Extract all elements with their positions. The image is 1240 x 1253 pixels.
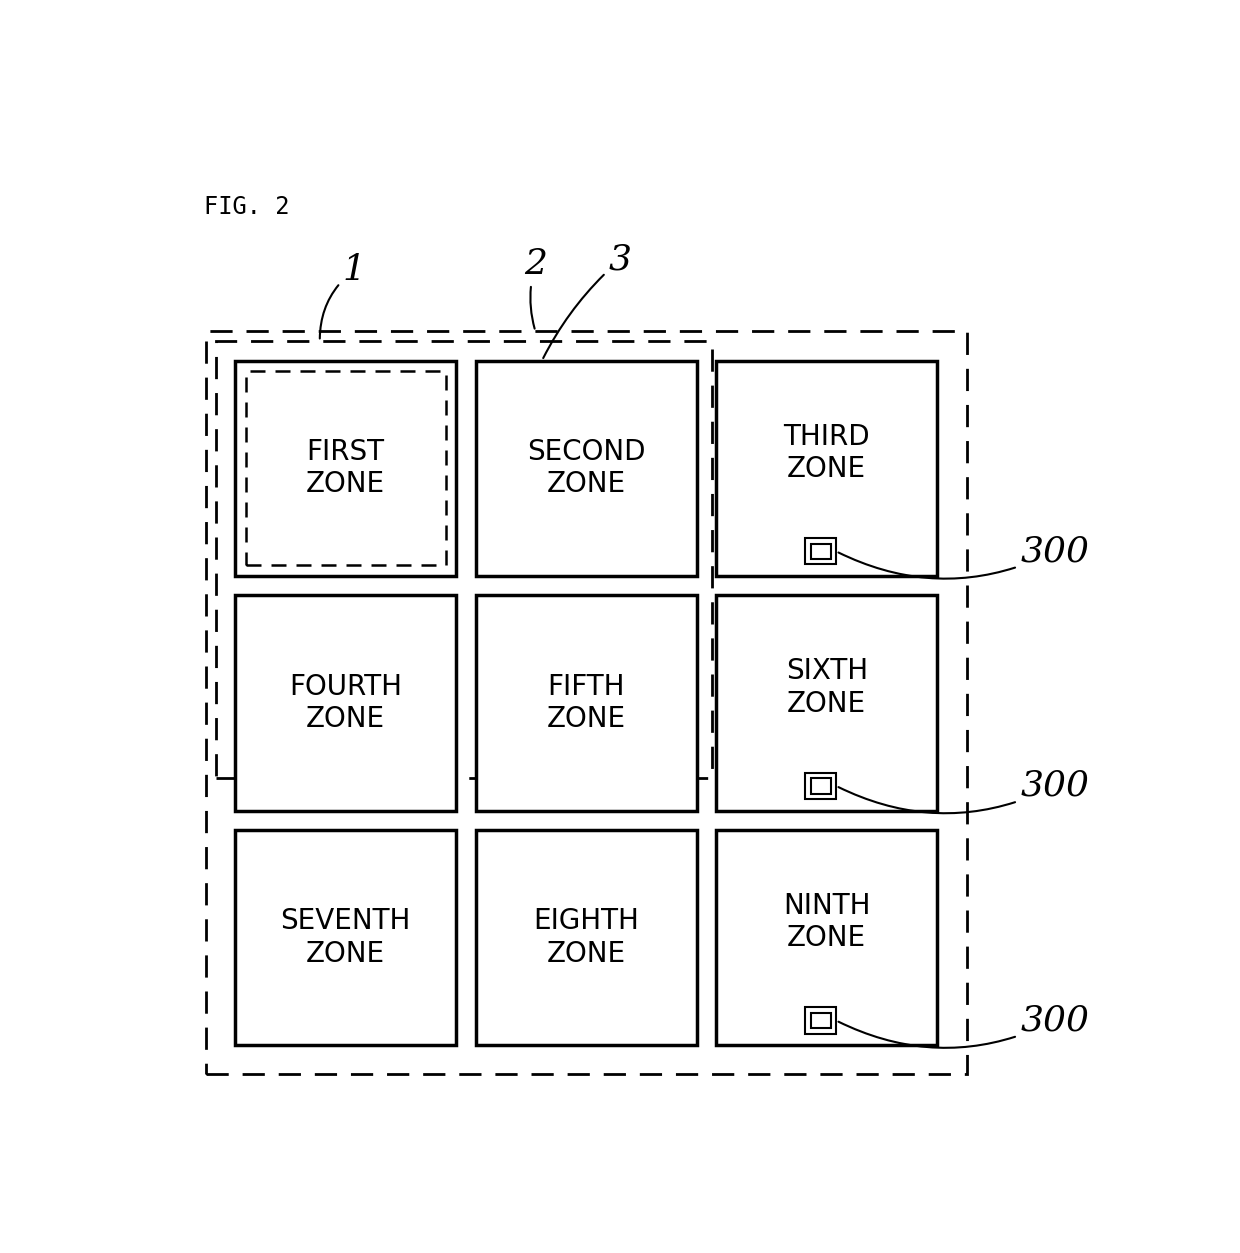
Text: 2: 2 — [523, 247, 547, 328]
Text: FOURTH
ZONE: FOURTH ZONE — [289, 673, 402, 733]
Bar — [805, 1007, 836, 1034]
Bar — [715, 829, 937, 1045]
Text: 1: 1 — [320, 253, 366, 338]
Text: 300: 300 — [838, 1004, 1090, 1048]
Bar — [246, 371, 445, 565]
Text: EIGHTH
ZONE: EIGHTH ZONE — [533, 907, 639, 967]
Text: 3: 3 — [543, 243, 631, 358]
Bar — [811, 544, 831, 559]
Text: NINTH
ZONE: NINTH ZONE — [782, 892, 870, 952]
Bar — [216, 341, 713, 778]
Bar — [476, 361, 697, 576]
Text: FIRST
ZONE: FIRST ZONE — [306, 439, 386, 499]
Text: SEVENTH
ZONE: SEVENTH ZONE — [280, 907, 410, 967]
Text: SECOND
ZONE: SECOND ZONE — [527, 439, 646, 499]
Text: 300: 300 — [838, 534, 1090, 579]
Bar — [715, 361, 937, 576]
Bar — [236, 361, 456, 576]
Bar — [805, 539, 836, 564]
Text: SIXTH
ZONE: SIXTH ZONE — [786, 658, 868, 718]
Bar — [811, 1012, 831, 1029]
Bar — [236, 595, 456, 811]
Bar — [476, 829, 697, 1045]
Text: FIG. 2: FIG. 2 — [205, 195, 290, 219]
Text: THIRD
ZONE: THIRD ZONE — [784, 422, 870, 484]
Bar — [206, 331, 967, 1074]
Bar — [811, 778, 831, 793]
Bar — [715, 595, 937, 811]
Bar — [805, 773, 836, 799]
Text: 300: 300 — [838, 769, 1090, 813]
Bar — [476, 595, 697, 811]
Bar — [236, 829, 456, 1045]
Text: FIFTH
ZONE: FIFTH ZONE — [547, 673, 626, 733]
